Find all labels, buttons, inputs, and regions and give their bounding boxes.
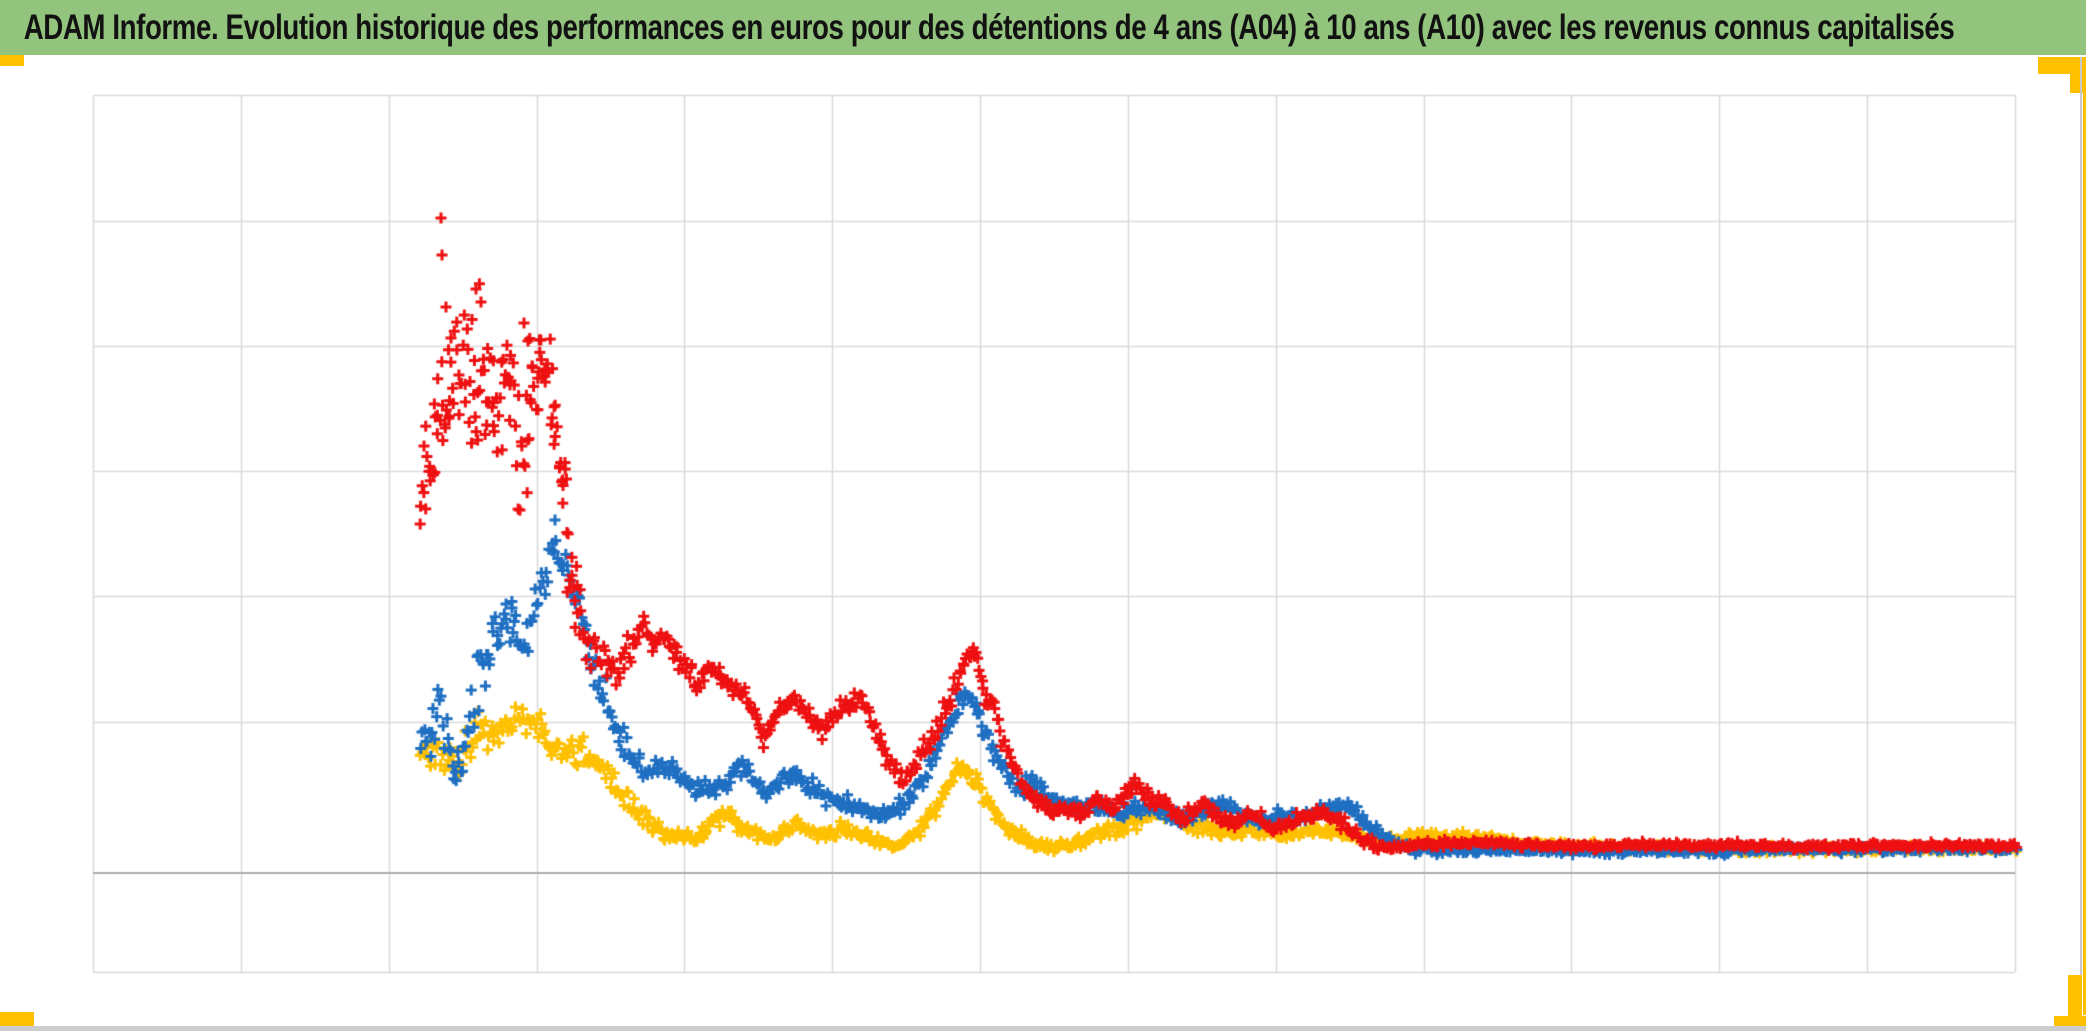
bottom-divider-bar (0, 1026, 2086, 1031)
slide-edge-line (2080, 57, 2082, 1026)
corner-accent-bottom-left (0, 1012, 34, 1026)
right-edge-accent-line (2083, 57, 2086, 1015)
corner-accent-bottom-right (2068, 975, 2082, 1026)
corner-accent-bottom-right-foot (2054, 1016, 2086, 1026)
corner-accent-top-left (0, 55, 24, 66)
corner-accent-top-right-vertical (2070, 57, 2086, 93)
